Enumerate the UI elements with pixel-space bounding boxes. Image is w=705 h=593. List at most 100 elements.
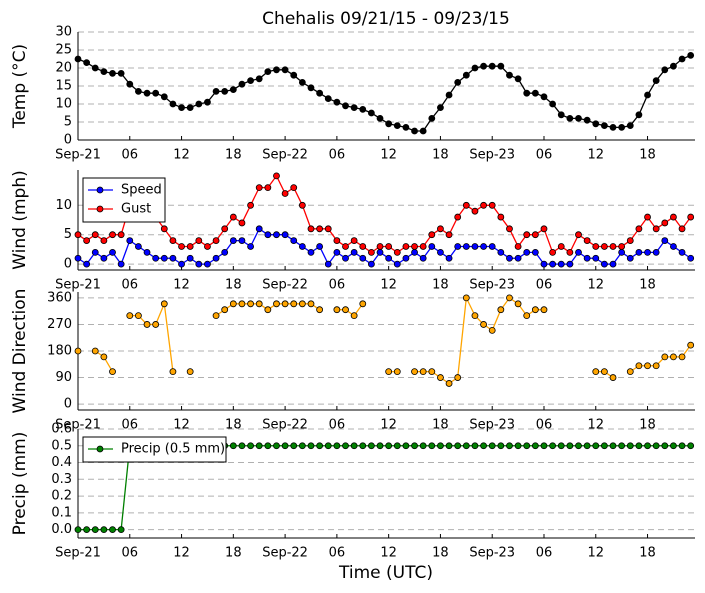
- x-tick-label: 18: [432, 546, 449, 561]
- point: [592, 442, 600, 450]
- point: [83, 59, 91, 66]
- x-tick-label: 06: [536, 418, 553, 433]
- point: [462, 294, 470, 302]
- x-tick-label: 12: [587, 148, 604, 163]
- point: [229, 442, 237, 450]
- point: [575, 231, 582, 239]
- point: [350, 442, 358, 450]
- point: [376, 248, 384, 256]
- point: [307, 442, 315, 450]
- point: [117, 260, 125, 268]
- point: [178, 104, 185, 111]
- point: [583, 237, 591, 244]
- point: [229, 237, 237, 244]
- point: [307, 225, 315, 233]
- point: [652, 248, 660, 256]
- y-tick-label: 20: [55, 61, 72, 76]
- point: [126, 237, 134, 244]
- point: [549, 442, 557, 450]
- point: [488, 243, 496, 250]
- point: [540, 306, 548, 314]
- point: [661, 66, 669, 74]
- point: [437, 104, 444, 111]
- point: [290, 442, 298, 450]
- point: [575, 248, 582, 256]
- point: [678, 353, 686, 361]
- point: [419, 442, 427, 450]
- point: [506, 254, 513, 262]
- point: [109, 248, 116, 256]
- point: [178, 243, 185, 250]
- point: [514, 243, 522, 250]
- point: [186, 243, 194, 250]
- point: [359, 106, 367, 113]
- point: [393, 368, 401, 376]
- x-tick-label: 18: [639, 546, 656, 561]
- point: [74, 347, 82, 355]
- point: [255, 442, 263, 450]
- point: [497, 62, 505, 70]
- point: [385, 120, 393, 128]
- point: [635, 362, 643, 370]
- point: [204, 98, 211, 106]
- legend-label: Gust: [121, 202, 151, 217]
- point: [557, 111, 565, 119]
- point: [514, 254, 522, 262]
- chart-title: Chehalis 09/21/15 - 09/23/15: [262, 9, 510, 29]
- y-axis-label: Wind Direction: [10, 289, 30, 414]
- point: [109, 231, 116, 239]
- x-tick-label: 18: [225, 546, 242, 561]
- point: [635, 442, 643, 450]
- point: [393, 442, 401, 450]
- point: [471, 64, 479, 72]
- point: [549, 248, 557, 256]
- point: [178, 260, 185, 268]
- point: [273, 231, 280, 239]
- point: [109, 70, 116, 77]
- point: [635, 248, 643, 256]
- point: [221, 248, 229, 256]
- point: [350, 312, 358, 320]
- x-tick-label: 12: [587, 278, 604, 293]
- point: [462, 201, 470, 209]
- point: [160, 93, 168, 101]
- point: [195, 260, 203, 268]
- point: [342, 102, 349, 110]
- point: [109, 368, 116, 376]
- x-tick-label: Sep-22: [262, 278, 308, 293]
- y-tick-label: 0.5: [51, 438, 72, 453]
- point: [238, 300, 246, 308]
- series-line: [336, 303, 364, 317]
- point: [583, 116, 591, 124]
- point: [342, 243, 349, 250]
- point: [367, 260, 375, 268]
- y-tick-label: 0.3: [51, 472, 72, 487]
- point: [600, 442, 608, 450]
- point: [445, 91, 453, 99]
- y-axis-label: Temp (°C): [10, 44, 30, 129]
- point: [506, 71, 513, 79]
- point: [670, 62, 677, 70]
- point: [273, 442, 280, 450]
- point: [221, 88, 229, 95]
- point: [644, 213, 651, 221]
- point: [316, 306, 324, 314]
- x-tick-label: Sep-22: [262, 546, 308, 561]
- point: [74, 55, 82, 63]
- point: [264, 231, 272, 239]
- point: [385, 254, 393, 262]
- point: [160, 300, 168, 308]
- point: [445, 380, 453, 387]
- x-tick-label: 06: [329, 546, 346, 561]
- point: [350, 237, 358, 244]
- x-tick-label: 18: [225, 278, 242, 293]
- point: [497, 248, 505, 256]
- point: [419, 127, 427, 135]
- point: [514, 300, 522, 308]
- point: [393, 260, 401, 268]
- point: [445, 254, 453, 262]
- point: [74, 231, 82, 239]
- x-tick-label: 18: [225, 418, 242, 433]
- point: [281, 231, 289, 239]
